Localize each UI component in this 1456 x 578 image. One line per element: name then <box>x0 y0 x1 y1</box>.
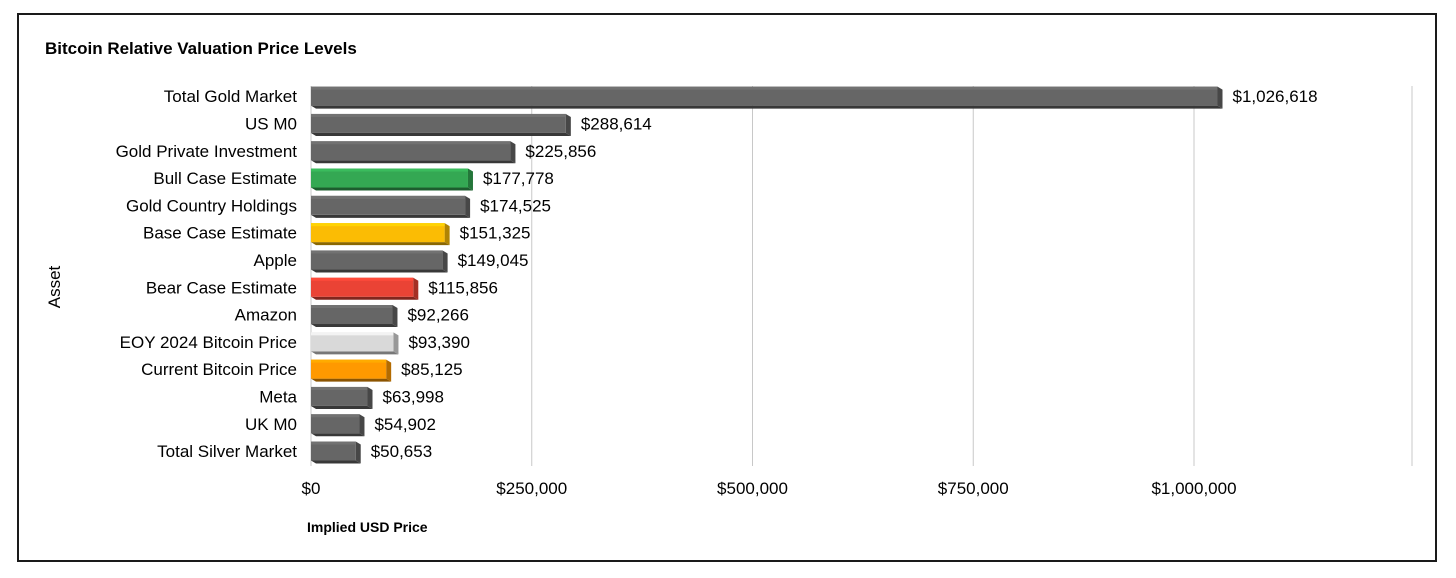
category-label: Current Bitcoin Price <box>141 360 297 379</box>
bar <box>311 441 361 464</box>
category-label: Bear Case Estimate <box>146 278 297 297</box>
bar <box>311 195 471 218</box>
x-tick-label: $0 <box>302 479 321 498</box>
category-label: Meta <box>259 387 297 406</box>
x-tick-label: $750,000 <box>938 479 1009 498</box>
x-tick-label: $1,000,000 <box>1151 479 1236 498</box>
category-label: Apple <box>254 251 297 270</box>
bar <box>311 141 516 164</box>
bar <box>311 277 419 300</box>
data-label: $85,125 <box>401 360 462 379</box>
data-label: $288,614 <box>581 114 652 133</box>
category-label: Base Case Estimate <box>143 224 297 243</box>
category-label: Gold Private Investment <box>116 142 298 161</box>
bar <box>311 359 392 382</box>
x-tick-label: $250,000 <box>496 479 567 498</box>
bar <box>311 86 1223 109</box>
bar <box>311 332 399 355</box>
data-label: $177,778 <box>483 169 554 188</box>
data-label: $225,856 <box>525 142 596 161</box>
data-label: $1,026,618 <box>1233 87 1318 106</box>
category-label: Bull Case Estimate <box>153 169 297 188</box>
category-label: Amazon <box>235 306 297 325</box>
category-label: Total Silver Market <box>157 442 297 461</box>
data-label: $93,390 <box>408 333 469 352</box>
bar <box>311 305 398 328</box>
bar <box>311 168 473 191</box>
chart-title: Bitcoin Relative Valuation Price Levels <box>45 39 357 58</box>
category-label: Gold Country Holdings <box>126 196 297 215</box>
category-label: US M0 <box>245 114 297 133</box>
bar <box>311 386 373 409</box>
bar <box>311 113 571 136</box>
x-tick-label: $500,000 <box>717 479 788 498</box>
data-label: $54,902 <box>374 415 435 434</box>
data-label: $115,856 <box>428 278 498 297</box>
data-label: $63,998 <box>383 387 444 406</box>
bar <box>311 223 450 246</box>
category-label: EOY 2024 Bitcoin Price <box>120 333 297 352</box>
data-label: $174,525 <box>480 196 551 215</box>
data-label: $92,266 <box>407 306 468 325</box>
bar <box>311 250 448 273</box>
x-axis-label: Implied USD Price <box>307 519 428 535</box>
category-label: Total Gold Market <box>164 87 297 106</box>
bar <box>311 414 365 437</box>
data-label: $50,653 <box>371 442 432 461</box>
data-label: $149,045 <box>458 251 529 270</box>
data-label: $151,325 <box>460 224 531 243</box>
category-label: UK M0 <box>245 415 297 434</box>
